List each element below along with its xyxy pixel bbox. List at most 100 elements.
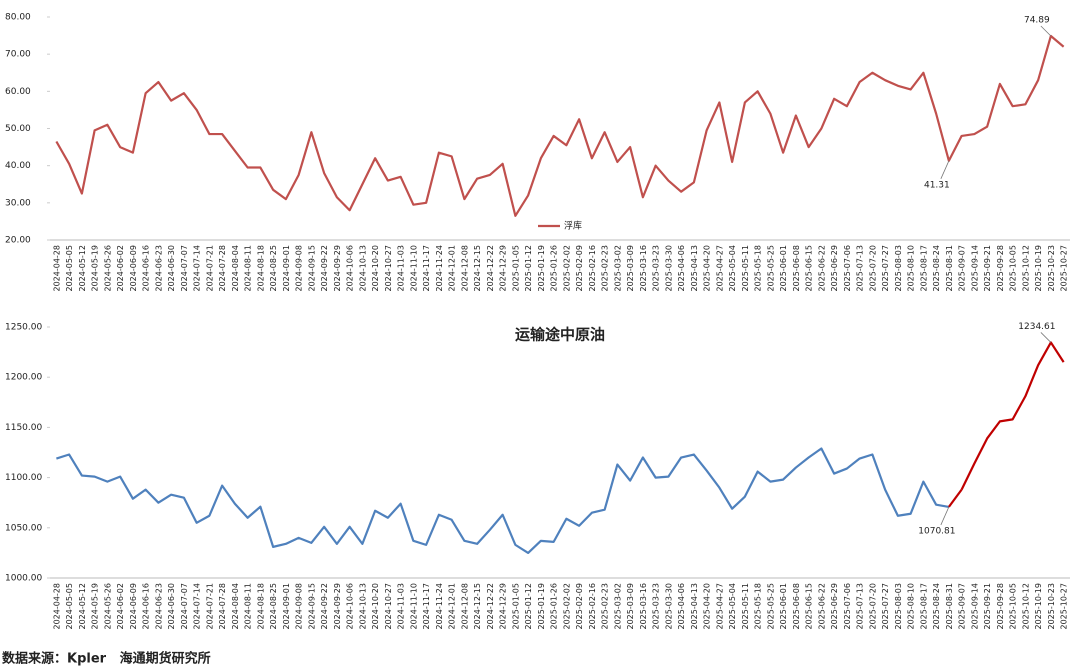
x-tick-label: 2024-08-04: [231, 245, 240, 292]
leader-line: [940, 506, 950, 526]
series-line: [960, 341, 1065, 491]
x-tick-label: 2024-05-19: [91, 583, 100, 630]
y-tick-label: 1150.00: [5, 423, 42, 433]
x-tick-label: 2025-08-24: [932, 245, 941, 292]
x-tick-label: 2024-05-05: [65, 245, 74, 292]
x-tick-label: 2024-10-20: [371, 583, 380, 630]
x-tick-label: 2024-10-20: [371, 245, 380, 292]
x-tick-label: 2024-06-30: [167, 583, 176, 630]
x-tick-label: 2025-07-06: [843, 245, 852, 292]
x-tick-label: 2025-08-31: [945, 245, 954, 292]
x-tick-label: 2025-01-26: [550, 245, 559, 292]
x-tick-label: 2025-04-06: [677, 583, 686, 630]
x-tick-label: 2025-07-13: [856, 583, 865, 630]
x-tick-label: 2024-06-16: [142, 583, 151, 630]
x-tick-label: 2025-10-05: [1009, 245, 1018, 292]
x-tick-label: 2025-04-13: [690, 245, 699, 292]
x-tick-label: 2024-06-09: [129, 583, 138, 630]
x-tick-label: 2024-05-26: [103, 245, 112, 292]
x-tick-label: 2025-06-08: [792, 583, 801, 630]
x-tick-label: 2024-07-14: [193, 245, 202, 292]
x-tick-label: 2025-10-19: [1034, 245, 1043, 292]
x-tick-label: 2024-10-27: [384, 583, 393, 630]
x-tick-label: 2024-09-29: [333, 245, 342, 292]
x-tick-label: 2024-12-01: [448, 583, 457, 630]
x-tick-label: 2025-03-02: [613, 583, 622, 630]
x-tick-label: 2024-12-15: [473, 245, 482, 292]
x-tick-label: 2025-03-30: [664, 583, 673, 630]
x-tick-label: 2024-09-08: [295, 245, 304, 292]
x-tick-label: 2025-05-18: [754, 245, 763, 292]
x-tick-label: 2024-08-18: [256, 245, 265, 292]
x-tick-label: 2025-01-19: [537, 245, 546, 292]
x-tick-label: 2025-05-04: [728, 583, 737, 630]
x-tick-label: 2025-03-09: [626, 245, 635, 292]
x-tick-label: 2025-07-06: [843, 583, 852, 630]
x-tick-label: 2025-02-09: [575, 245, 584, 292]
legend-label: 浮库: [564, 220, 582, 232]
x-tick-label: 2024-11-17: [422, 583, 431, 630]
x-tick-label: 2025-07-20: [868, 245, 877, 292]
x-tick-label: 2025-10-05: [1009, 583, 1018, 630]
x-tick-label: 2024-05-12: [78, 245, 87, 292]
x-tick-label: 2025-06-15: [805, 245, 814, 292]
y-tick-label: 1050.00: [5, 523, 42, 533]
x-tick-label: 2025-10-27: [1060, 583, 1069, 630]
y-tick-label: 80.00: [5, 13, 31, 23]
source-note: 数据来源：Kpler 海通期货研究所: [2, 651, 211, 667]
x-tick-label: 2025-03-23: [652, 245, 661, 292]
x-tick-label: 2024-04-28: [52, 245, 61, 292]
x-tick-label: 2025-05-04: [728, 245, 737, 292]
x-tick-label: 2025-05-18: [754, 583, 763, 630]
x-tick-label: 2025-09-21: [983, 245, 992, 292]
x-tick-label: 2024-04-28: [52, 583, 61, 630]
data-label: 1234.61: [1018, 322, 1055, 332]
x-tick-label: 2024-06-09: [129, 245, 138, 292]
x-tick-label: 2024-09-22: [320, 583, 329, 630]
x-tick-label: 2024-05-05: [65, 583, 74, 630]
x-tick-label: 2025-01-05: [511, 583, 520, 630]
y-tick-label: 30.00: [5, 198, 31, 208]
x-tick-label: 2025-04-13: [690, 583, 699, 630]
x-tick-label: 2024-12-01: [448, 245, 457, 292]
x-tick-label: 2025-06-22: [817, 583, 826, 630]
data-label: 41.31: [924, 180, 950, 190]
x-tick-label: 2025-07-27: [881, 245, 890, 292]
x-tick-label: 2024-10-27: [384, 245, 393, 292]
x-tick-label: 2025-08-10: [907, 245, 916, 292]
x-tick-label: 2024-08-25: [269, 245, 278, 292]
x-tick-label: 2024-08-04: [231, 583, 240, 630]
x-tick-label: 2024-06-30: [167, 245, 176, 292]
x-tick-label: 2025-02-16: [588, 583, 597, 630]
x-tick-label: 2024-11-17: [422, 245, 431, 292]
x-tick-label: 2025-06-01: [779, 245, 788, 292]
leader-line: [940, 160, 950, 179]
x-tick-label: 2025-03-16: [639, 245, 648, 292]
leader-line: [1040, 332, 1052, 343]
x-tick-label: 2025-08-10: [907, 583, 916, 630]
x-tick-label: 2024-07-28: [218, 583, 227, 630]
x-tick-label: 2025-08-24: [932, 583, 941, 630]
chart-title: 运输途中原油: [515, 326, 605, 344]
x-tick-label: 2025-09-07: [958, 245, 967, 292]
x-tick-label: 2024-10-13: [358, 583, 367, 630]
x-tick-label: 2024-06-16: [142, 245, 151, 292]
y-tick-label: 20.00: [5, 236, 31, 246]
x-tick-label: 2025-08-03: [894, 245, 903, 292]
x-tick-label: 2024-09-29: [333, 583, 342, 630]
y-tick-label: 50.00: [5, 124, 31, 134]
x-tick-label: 2024-11-03: [397, 583, 406, 630]
x-tick-label: 2024-08-25: [269, 583, 278, 630]
x-tick-label: 2025-10-23: [1047, 245, 1056, 292]
x-tick-label: 2025-06-22: [817, 245, 826, 292]
x-tick-label: 2025-07-13: [856, 245, 865, 292]
x-tick-label: 2025-02-23: [601, 245, 610, 292]
x-tick-label: 2025-10-12: [1021, 245, 1030, 292]
x-tick-label: 2024-12-22: [486, 583, 495, 630]
x-tick-label: 2025-07-27: [881, 583, 890, 630]
y-tick-label: 60.00: [5, 87, 31, 97]
x-tick-label: 2025-01-26: [550, 583, 559, 630]
x-tick-label: 2024-12-22: [486, 245, 495, 292]
x-tick-label: 2025-05-11: [741, 245, 750, 292]
